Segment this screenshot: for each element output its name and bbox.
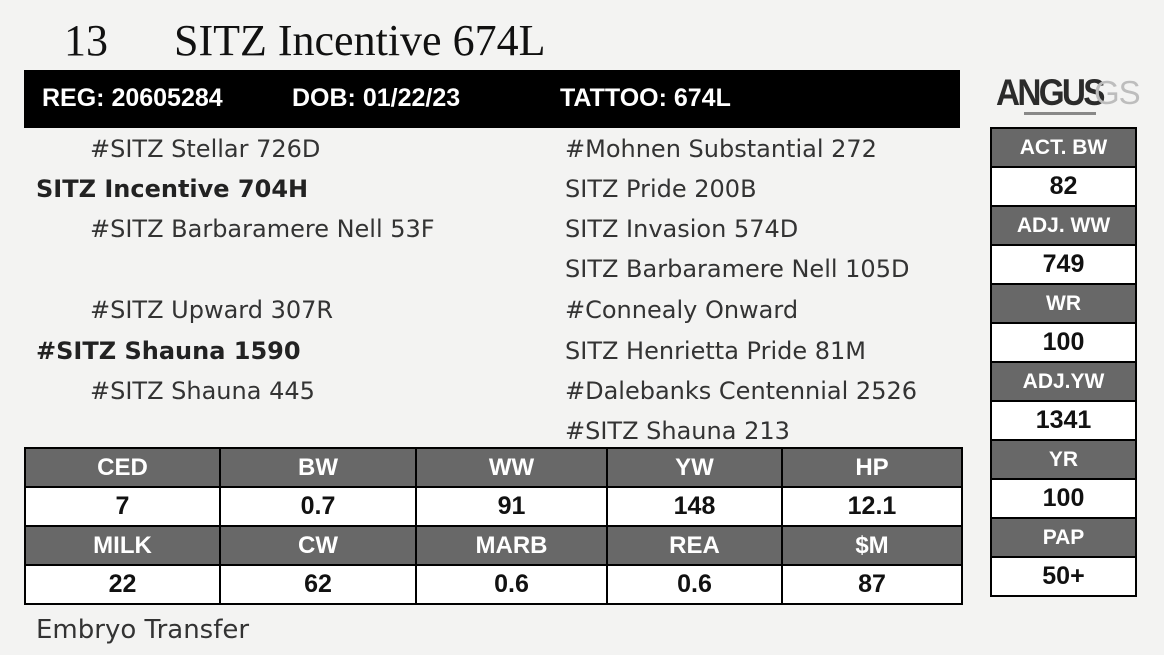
epd-value-milk: 22 <box>24 564 221 605</box>
stat-value-act-bw: 82 <box>990 166 1137 207</box>
registration-bar: REG: 20605284 DOB: 01/22/23 TATTOO: 674L <box>24 70 960 128</box>
animal-name: SITZ Incentive 674L <box>174 15 546 65</box>
pedigree-dam-sire: #SITZ Upward 307R <box>90 296 334 324</box>
epd-value-cw: 62 <box>219 564 417 605</box>
epd-header-row-1: CED BW WW YW HP <box>24 447 963 488</box>
epd-value-bw: 0.7 <box>219 486 417 527</box>
epd-header-hp: HP <box>781 447 963 488</box>
pedigree-right-2: SITZ Pride 200B <box>565 175 757 203</box>
embryo-transfer-note: Embryo Transfer <box>36 615 250 645</box>
epd-header-bw: BW <box>219 447 417 488</box>
epd-value-ww: 91 <box>415 486 608 527</box>
logo-underline <box>1024 112 1096 115</box>
epd-header-rea: REA <box>606 525 783 566</box>
reg-number: REG: 20605284 <box>42 84 223 112</box>
logo-main-text: ANGUS <box>996 72 1105 113</box>
stat-label-adj-yw: ADJ.YW <box>990 361 1137 402</box>
epd-header-marb: MARB <box>415 525 608 566</box>
pedigree-right-1: #Mohnen Substantial 272 <box>565 135 877 163</box>
epd-header-row-2: MILK CW MARB REA $M <box>24 525 963 566</box>
epd-value-yw: 148 <box>606 486 783 527</box>
epd-value-row-2: 22 62 0.6 0.6 87 <box>24 564 963 605</box>
epd-value-marb: 0.6 <box>415 564 608 605</box>
pedigree-dam-dam: #SITZ Shauna 445 <box>90 377 315 405</box>
stat-value-adj-yw: 1341 <box>990 400 1137 441</box>
date-of-birth: DOB: 01/22/23 <box>292 84 461 112</box>
pedigree-sire-sire: #SITZ Stellar 726D <box>90 135 321 163</box>
epd-value-m-dollar: 87 <box>781 564 963 605</box>
stat-label-adj-ww: ADJ. WW <box>990 205 1137 246</box>
epd-header-m-dollar: $M <box>781 525 963 566</box>
pedigree-dam: #SITZ Shauna 1590 <box>36 337 301 365</box>
stat-value-wr: 100 <box>990 322 1137 363</box>
stat-label-pap: PAP <box>990 517 1137 558</box>
epd-header-yw: YW <box>606 447 783 488</box>
epd-header-ww: WW <box>415 447 608 488</box>
stat-value-yr: 100 <box>990 478 1137 519</box>
epd-header-milk: MILK <box>24 525 221 566</box>
stat-label-act-bw: ACT. BW <box>990 127 1137 168</box>
stat-value-adj-ww: 749 <box>990 244 1137 285</box>
stat-label-wr: WR <box>990 283 1137 324</box>
logo-suffix-text: GS <box>1094 74 1141 111</box>
epd-value-hp: 12.1 <box>781 486 963 527</box>
epd-header-cw: CW <box>219 525 417 566</box>
pedigree-right-3: SITZ Invasion 574D <box>565 215 799 243</box>
angus-gs-logo-icon: ANGUS GS <box>996 72 1141 116</box>
epd-header-ced: CED <box>24 447 221 488</box>
pedigree-sire: SITZ Incentive 704H <box>36 175 309 203</box>
lot-number: 13 <box>64 15 108 65</box>
pedigree-right-7: #Dalebanks Centennial 2526 <box>565 377 917 405</box>
pedigree-right-8: #SITZ Shauna 213 <box>565 417 790 445</box>
pedigree-right-4: SITZ Barbaramere Nell 105D <box>565 255 910 283</box>
pedigree-sire-dam: #SITZ Barbaramere Nell 53F <box>90 215 435 243</box>
epd-table: CED BW WW YW HP 7 0.7 91 148 12.1 MILK C… <box>24 447 963 605</box>
stat-value-pap: 50+ <box>990 556 1137 597</box>
epd-value-row-1: 7 0.7 91 148 12.1 <box>24 486 963 527</box>
lot-header: 13 SITZ Incentive 674L <box>64 8 545 72</box>
pedigree-right-6: SITZ Henrietta Pride 81M <box>565 337 866 365</box>
tattoo: TATTOO: 674L <box>560 84 731 112</box>
performance-stats-table: ACT. BW 82 ADJ. WW 749 WR 100 ADJ.YW 134… <box>990 127 1137 597</box>
stat-label-yr: YR <box>990 439 1137 480</box>
pedigree-right-5: #Connealy Onward <box>565 296 799 324</box>
epd-value-rea: 0.6 <box>606 564 783 605</box>
epd-value-ced: 7 <box>24 486 221 527</box>
